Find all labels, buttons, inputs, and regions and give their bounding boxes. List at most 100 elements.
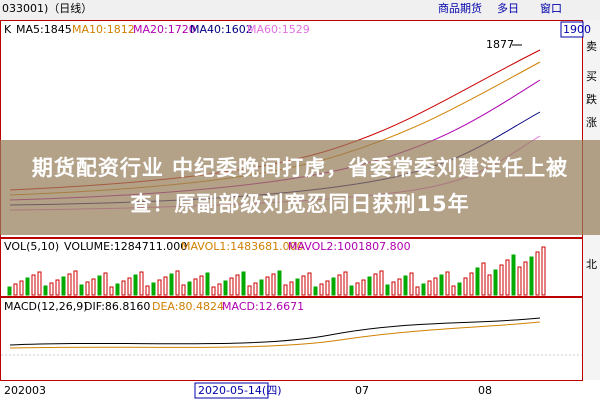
x-label: 08 — [478, 384, 492, 397]
volume-bar — [325, 280, 330, 296]
side-button[interactable]: 买 — [586, 70, 597, 83]
price-box — [560, 21, 584, 38]
volume-bar — [433, 277, 438, 296]
volume-bar — [373, 273, 378, 296]
volume-bar — [529, 256, 534, 296]
volume-bar — [475, 267, 480, 296]
volume-bar — [409, 272, 414, 296]
volume-bar — [217, 283, 222, 296]
volume-bar — [379, 270, 384, 296]
vol-label: MAVOL2:1001807.800 — [288, 240, 411, 253]
cursor-date-box — [194, 382, 269, 399]
volume-bar — [253, 282, 258, 296]
volume-bar — [541, 246, 546, 296]
volume-bar — [427, 280, 432, 296]
volume-bar — [145, 285, 150, 296]
volume-bar — [523, 261, 528, 296]
volume-bar — [133, 274, 138, 296]
volume-bar — [175, 270, 180, 296]
volume-bar — [247, 285, 252, 296]
ma-label: MA5:1845 — [16, 23, 72, 36]
volume-bar — [67, 273, 72, 296]
volume-bar — [169, 273, 174, 296]
side-button[interactable]: 涨 — [586, 116, 597, 129]
volume-bar — [301, 275, 306, 296]
side-button[interactable]: 北 — [586, 258, 597, 271]
volume-bar — [115, 283, 120, 296]
volume-bar — [505, 259, 510, 296]
volume-bar — [361, 279, 366, 296]
volume-bar — [385, 284, 390, 296]
x-label: 202003 — [4, 384, 46, 397]
volume-bar — [187, 281, 192, 296]
vol-label: VOL(5,10) — [4, 240, 59, 253]
volume-bar — [31, 274, 36, 296]
price-box-label: 1900 — [563, 23, 591, 36]
volume-bar — [355, 282, 360, 296]
headline: 期货配资行业 中纪委晚间打虎，省委常委刘建洋任上被查！原副部级刘宽忍同日获刑15… — [31, 156, 569, 216]
volume-bar — [109, 286, 114, 296]
menu[interactable]: 多日 — [497, 1, 519, 15]
menu[interactable]: 窗口 — [540, 1, 562, 15]
macd-label: DIF:86.8160 — [84, 300, 150, 313]
volume-bar — [463, 277, 468, 296]
volume-bar — [349, 285, 354, 296]
volume-bar — [97, 275, 102, 296]
volume-bar — [241, 271, 246, 296]
volume-bar — [19, 280, 24, 296]
volume-bar — [313, 286, 318, 296]
volume-bar — [331, 277, 336, 296]
volume-bar — [265, 276, 270, 296]
volume-bar — [391, 281, 396, 296]
volume-bar — [499, 264, 504, 296]
volume-bar — [319, 283, 324, 296]
dea-line — [9, 321, 541, 349]
volume-bars — [7, 246, 546, 296]
volume-bar — [397, 278, 402, 296]
banner — [0, 140, 600, 235]
volume-bar — [421, 283, 426, 296]
volume-bar — [445, 271, 450, 296]
volume-panel — [0, 238, 583, 297]
volume-bar — [517, 266, 522, 296]
volume-bar — [457, 282, 462, 296]
volume-bar — [121, 280, 126, 296]
menu[interactable]: 商品期货 — [438, 1, 482, 15]
window-title: 033001)（日线） — [2, 1, 92, 15]
macd-label: MACD(12,26,9) — [4, 300, 88, 313]
volume-bar — [205, 272, 210, 296]
volume-bar — [193, 278, 198, 296]
volume-bar — [415, 286, 420, 296]
volume-bar — [49, 282, 54, 296]
volume-bar — [25, 277, 30, 296]
volume-bar — [343, 271, 348, 296]
volume-bar — [337, 274, 342, 296]
volume-bar — [79, 284, 84, 296]
side-button[interactable]: 跌 — [586, 92, 597, 106]
volume-bar — [481, 262, 486, 296]
volume-bar — [13, 283, 18, 296]
volume-bar — [451, 285, 456, 296]
volume-bar — [229, 277, 234, 296]
volume-bar — [511, 254, 516, 296]
ma-label: MA60:1529 — [247, 23, 310, 36]
volume-bar — [73, 270, 78, 296]
volume-bar — [487, 274, 492, 296]
x-label: 07 — [355, 384, 369, 397]
volume-bar — [91, 278, 96, 296]
volume-bar — [469, 272, 474, 296]
volume-bar — [127, 277, 132, 296]
volume-bar — [43, 285, 48, 296]
volume-bar — [157, 279, 162, 296]
volume-bar — [259, 279, 264, 296]
volume-bar — [85, 281, 90, 296]
title-bar — [0, 0, 600, 20]
volume-bar — [367, 276, 372, 296]
side-button[interactable]: 卖 — [586, 40, 597, 53]
volume-bar — [493, 269, 498, 296]
volume-bar — [151, 282, 156, 296]
volume-bar — [283, 284, 288, 296]
indicator: K — [4, 23, 12, 36]
volume-bar — [37, 271, 42, 296]
